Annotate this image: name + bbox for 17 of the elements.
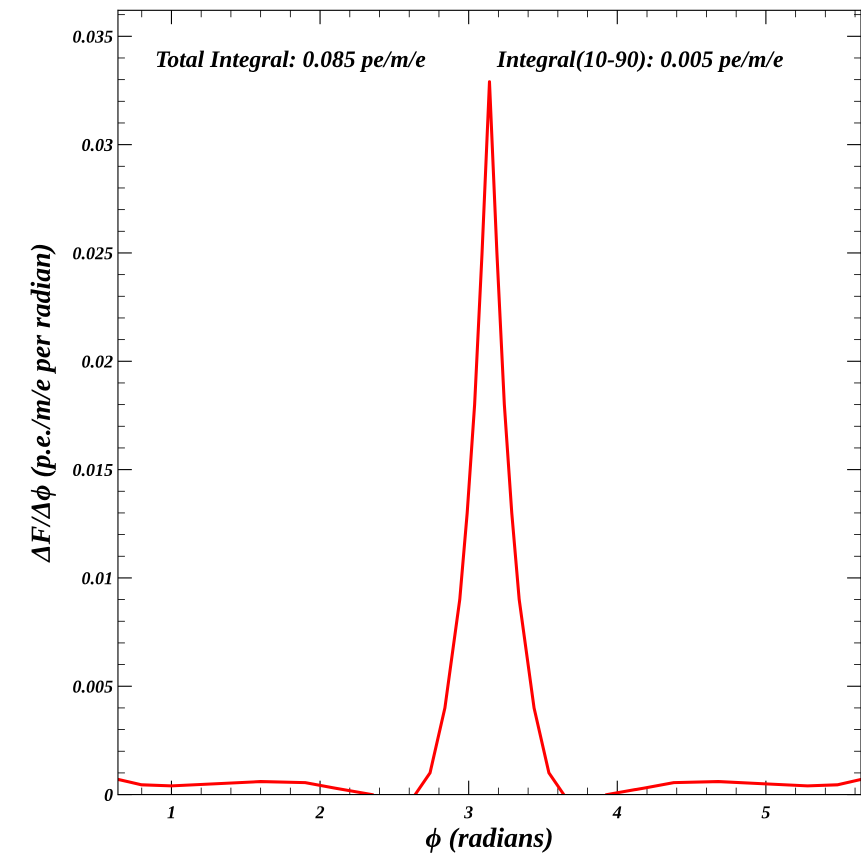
y-tick-label: 0.02 [82, 356, 113, 368]
y-tick-label: 0.01 [82, 572, 112, 584]
y-tick-label: 0.005 [73, 680, 113, 693]
x-tick-label: 3 [464, 806, 473, 818]
y-tick-label: 0.015 [73, 464, 113, 476]
y-tick-label: 0.025 [73, 247, 113, 260]
x-tick-label: 5 [762, 806, 770, 818]
x-axis-title: ϕ (radians) [426, 828, 552, 853]
annotation: Integral(10-90): 0.005 pe/m/e [496, 50, 783, 72]
y-tick-label: 0.03 [82, 138, 113, 152]
annotation: Total Integral: 0.085 pe/m/e [156, 50, 426, 72]
x-tick-label: 2 [315, 806, 324, 818]
y-tick-label: 0.035 [73, 30, 113, 43]
x-tick-label: 1 [167, 806, 174, 818]
x-tick-label: 4 [612, 806, 622, 818]
y-axis-title: ΔF/Δϕ (p.e./m/e per radian) [30, 244, 56, 563]
y-tick-label: 0 [104, 788, 113, 802]
